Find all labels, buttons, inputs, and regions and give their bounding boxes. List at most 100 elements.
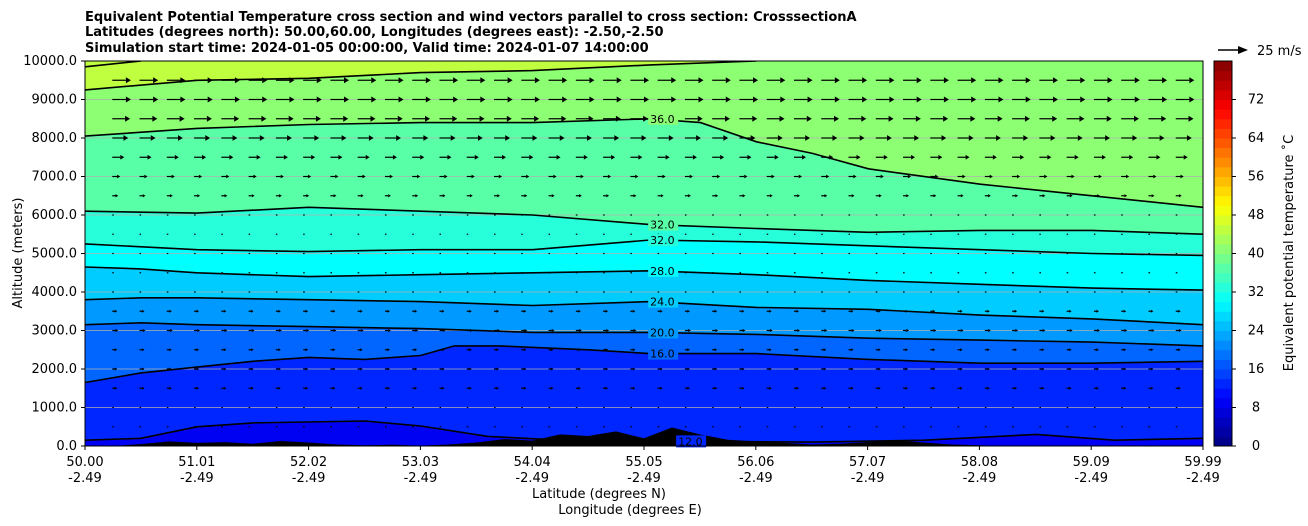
- wind-vector-head: [360, 194, 364, 198]
- wind-vector-head: [605, 309, 609, 313]
- contour-line: [85, 297, 1203, 326]
- wind-vector-head: [316, 77, 322, 84]
- wind-vector-head: [834, 77, 840, 84]
- contour-label-bg: [648, 347, 679, 360]
- wind-vector-head: [229, 154, 234, 160]
- wind-vector-head: [1023, 135, 1029, 141]
- wind-vector-head: [315, 115, 321, 122]
- y-axis: 0.0 1000.0 2000.0 3000.0 4000.0 5000.0 6000.0 7…: [23, 54, 85, 454]
- wind-vector-head: [823, 386, 827, 390]
- x-tick-label-lat: 51.01: [178, 455, 215, 470]
- wind-vector-head: [1069, 386, 1072, 390]
- wind-vector-head: [1107, 96, 1113, 103]
- wind-vector-head: [387, 348, 390, 352]
- wind-vector-head: [278, 348, 281, 352]
- wind-vector-head: [332, 309, 336, 313]
- wind-vector-head: [1178, 328, 1182, 333]
- x-axis: 50.00-2.4951.01-2.4952.02-2.4953.03-2.49…: [66, 446, 1222, 486]
- wind-vector-head: [851, 328, 855, 333]
- wind-vector-head: [223, 367, 227, 371]
- wind-vector-head: [1105, 135, 1110, 141]
- wind-vector-head: [523, 309, 527, 313]
- quiver-key: 25 m/s: [1218, 44, 1302, 59]
- wind-vector-head: [714, 367, 718, 371]
- contour-line: [85, 117, 1203, 209]
- y-tick-label: 2000.0: [32, 362, 78, 377]
- x-tick-label-lon: -2.49: [1186, 471, 1220, 486]
- wind-vector-head: [389, 174, 393, 179]
- wind-vector-head: [769, 309, 772, 313]
- wind-vector-head: [1097, 194, 1100, 198]
- wind-vector-head: [414, 367, 418, 371]
- wind-vector-head: [971, 77, 977, 84]
- wind-vector-head: [632, 348, 636, 352]
- wind-vector-head: [1123, 309, 1127, 313]
- wind-vector-head: [616, 77, 622, 84]
- wind-vector-head: [589, 77, 595, 84]
- contour-label-bg: [648, 112, 679, 125]
- wind-vector-head: [753, 77, 759, 84]
- y-tick-label: 1000.0: [32, 401, 78, 416]
- wind-vector-head: [886, 135, 892, 141]
- wind-vector-head: [932, 309, 936, 313]
- wind-vector-head: [398, 77, 404, 84]
- wind-vector-head: [905, 309, 909, 313]
- wind-vector-head: [551, 328, 555, 333]
- wind-vector-head: [1098, 174, 1102, 179]
- wind-vector-head: [769, 367, 772, 371]
- wind-vector-head: [587, 135, 592, 141]
- colorbar-segment: [1214, 128, 1232, 139]
- wind-vector-head: [550, 367, 554, 371]
- x-tick-label-lon: -2.49: [627, 471, 661, 486]
- wind-vector-head: [1150, 348, 1154, 352]
- wind-vector-head: [224, 194, 228, 198]
- wind-vector-head: [905, 348, 909, 352]
- wind-vector-head: [550, 309, 554, 313]
- y-tick-label: 5000.0: [32, 247, 78, 262]
- colorbar-segment: [1214, 61, 1232, 72]
- contour-label: 32.0: [650, 219, 675, 232]
- x-tick-label-lat: 56.06: [737, 455, 774, 470]
- wind-vector-head: [823, 309, 827, 313]
- wind-vector-head: [396, 135, 401, 141]
- wind-vector-head: [1096, 348, 1099, 352]
- y-axis-label: Altitude (meters): [11, 198, 26, 309]
- contour-line: [85, 321, 1203, 347]
- wind-vector-head: [660, 194, 664, 198]
- wind-vector-head: [769, 348, 772, 352]
- wind-vector-head: [741, 367, 745, 371]
- wind-vector-head: [332, 367, 336, 371]
- wind-vector-head: [834, 96, 840, 103]
- wind-vector-head: [306, 194, 310, 198]
- wind-vector-head: [578, 348, 581, 352]
- wind-vector-head: [180, 77, 186, 84]
- wind-vector-head: [115, 328, 119, 333]
- y-tick-label: 8000.0: [32, 131, 78, 146]
- colorbar-segment: [1214, 195, 1232, 206]
- wind-vector-head: [579, 194, 582, 198]
- x-tick-label-lon: -2.49: [292, 471, 326, 486]
- wind-vector-head: [278, 309, 281, 313]
- wind-vector-head: [965, 154, 970, 160]
- wind-vector-head: [425, 96, 431, 103]
- wind-vector-head: [1042, 194, 1046, 198]
- x-tick-label-lon: -2.49: [1074, 471, 1108, 486]
- wind-vector-head: [469, 194, 473, 198]
- wind-vector-head: [779, 115, 785, 122]
- wind-vector-head: [251, 309, 254, 313]
- wind-vector-head: [1096, 386, 1099, 390]
- contour-labels: 12.0 16.0 20.0 24.0 28.0 32.0 32.0 36.0: [648, 112, 707, 448]
- wind-vector-head: [425, 115, 431, 122]
- wind-vector-head: [332, 386, 336, 390]
- contour-label: 16.0: [650, 348, 675, 361]
- wind-vector-head: [125, 96, 131, 103]
- wind-vector-head: [414, 309, 418, 313]
- x-tick-label-lat: 58.08: [961, 455, 998, 470]
- wind-vector-head: [1106, 115, 1112, 122]
- wind-vector-head: [916, 77, 922, 84]
- wind-vector-head: [834, 115, 840, 122]
- x-tick-label-lon: -2.49: [180, 471, 214, 486]
- wind-vector-head: [878, 367, 881, 371]
- wind-vector-head: [723, 135, 729, 141]
- y-tick-label: 7000.0: [32, 170, 78, 185]
